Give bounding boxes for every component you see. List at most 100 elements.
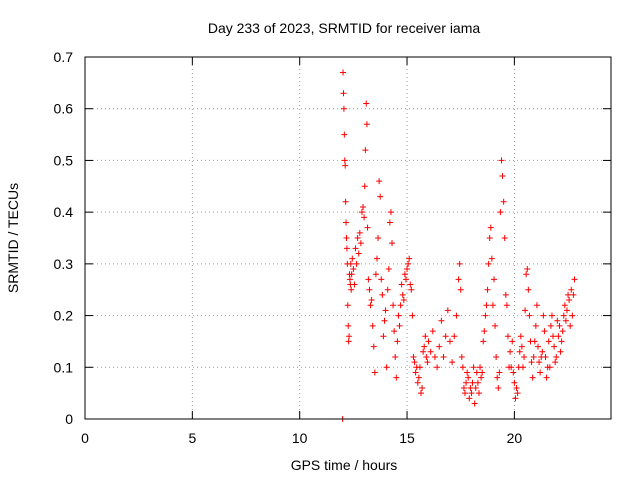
data-point [345,338,352,345]
data-point [434,364,441,371]
data-point [536,359,543,366]
axis-ticks [84,56,611,420]
data-point [521,353,528,360]
data-point [363,100,370,107]
data-point [390,302,397,309]
data-point [490,276,497,283]
data-point [497,209,504,216]
data-point [567,322,574,329]
data-point [500,198,507,205]
y-axis-label: SRMTID / TECUs [5,183,21,293]
data-point [499,172,506,179]
data-point [547,322,554,329]
data-point [346,276,353,283]
data-point [407,281,414,288]
data-point [410,353,417,360]
data-point [394,338,401,345]
data-point [380,333,387,340]
data-point [352,245,359,252]
data-point [354,235,361,241]
data-point [425,338,432,345]
data-point [438,317,445,324]
data-point [427,348,434,355]
y-tick-label: 0.1 [54,359,74,375]
data-point [468,390,475,397]
data-point [347,260,354,267]
data-point [399,291,406,298]
data-point [360,203,367,210]
data-point [350,266,357,273]
data-point [570,291,577,298]
data-point [473,369,480,376]
data-point [528,359,535,366]
x-tick-label: 5 [188,430,196,446]
data-point [436,343,443,350]
data-point [478,374,485,381]
data-point [508,364,515,371]
data-point [510,369,517,376]
data-point [363,121,370,128]
data-point [358,209,365,216]
x-axis-label: GPS time / hours [291,457,398,473]
data-point [449,359,456,366]
tick-labels: 0 5 10 15 20 0 0.1 0.2 0.3 0.4 0.5 0.6 0.7 [54,49,523,446]
data-point [535,343,542,350]
data-point [375,235,382,241]
data-point [474,379,481,386]
data-point [467,384,474,391]
data-point [546,364,553,371]
data-point [372,271,379,278]
data-point [423,353,430,360]
data-point [440,353,447,360]
data-point [504,333,511,340]
data-point [522,307,529,314]
data-point [479,369,486,376]
data-point [355,250,362,257]
data-point [420,348,427,355]
data-point [460,384,467,391]
y-tick-label: 0.6 [54,101,74,117]
data-point [561,302,568,309]
data-point [456,260,463,267]
data-point [366,286,373,293]
data-point [442,333,449,340]
data-point [503,302,510,309]
data-point [472,384,479,391]
data-point [424,359,431,366]
data-point [550,333,557,340]
data-point [486,235,493,241]
x-tick-label: 10 [292,430,308,446]
x-tick-label: 15 [399,430,415,446]
data-point [530,353,537,360]
data-point [529,374,536,381]
data-point [429,328,436,335]
data-point [548,312,555,319]
data-point [387,209,394,216]
y-tick-label: 0.4 [54,204,74,220]
data-point [551,343,558,350]
data-point [361,183,368,190]
data-point [519,364,526,371]
data-point [343,219,350,226]
data-point [451,333,458,340]
data-point [415,374,422,381]
chart-title: Day 233 of 2023, SRMTID for receiver iam… [208,20,481,36]
data-point [401,271,408,278]
data-point [480,338,487,345]
data-point [485,260,492,267]
data-point [385,266,392,273]
data-point [398,281,405,288]
data-point [453,312,460,319]
data-point [475,390,482,397]
data-point [496,369,503,376]
data-point [545,338,552,345]
data-point [494,374,501,381]
data-point [382,307,389,314]
data-point [554,317,561,324]
data-point [463,379,470,386]
data-point [431,353,438,360]
data-point [525,286,532,293]
data-point [498,157,505,164]
